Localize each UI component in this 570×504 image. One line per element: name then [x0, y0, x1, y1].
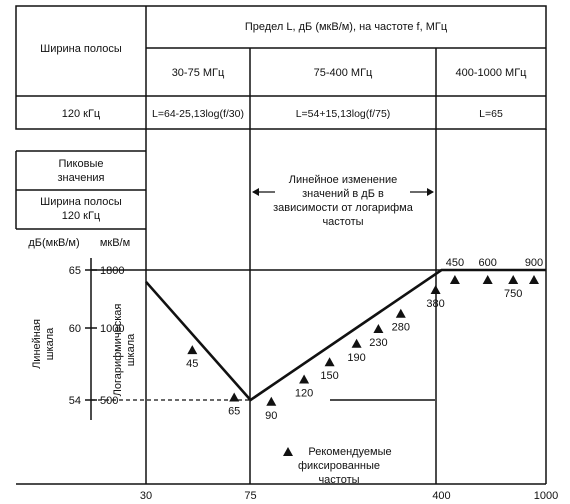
- recommended-label-65: 65: [228, 406, 240, 418]
- db-tick-label-54: 54: [69, 395, 81, 407]
- recommended-legend-line-1: Рекомендуемые: [308, 446, 391, 458]
- range-400-1000: 400-1000 МГц: [456, 67, 528, 79]
- uv-tick-label-1800: 1800: [100, 265, 124, 277]
- linear-scale-label-1: Линейная: [31, 319, 43, 369]
- header-table: [15, 5, 547, 130]
- bandwidth-box-label-1: Ширина полосы: [40, 196, 122, 208]
- recommended-marker-900: [529, 275, 539, 284]
- x-tick-label-1000: 1000: [534, 490, 558, 502]
- recommended-legend-line-2: фиксированные: [298, 460, 380, 472]
- annotation-line-4: частоты: [322, 216, 363, 228]
- header-table-border: [15, 5, 547, 130]
- annotation-arrowhead-right: [427, 188, 434, 196]
- x-tick-label-75: 75: [244, 490, 256, 502]
- recommended-legend-marker: [283, 447, 293, 456]
- recommended-marker-120: [299, 374, 310, 384]
- x-tick-label-30: 30: [140, 490, 152, 502]
- left-legend-boxes: [15, 150, 146, 230]
- recommended-label-90: 90: [265, 410, 277, 422]
- bandwidth-value: 120 кГц: [62, 108, 101, 120]
- bandwidth-title: Ширина полосы: [40, 43, 122, 55]
- x-tick-label-400: 400: [432, 490, 450, 502]
- recommended-marker-230: [373, 324, 384, 333]
- recommended-label-45: 45: [186, 358, 198, 370]
- limit-title: Предел L, дБ (мкВ/м), на частоте f, МГц: [245, 21, 448, 33]
- y-axes: [85, 258, 97, 420]
- recommended-frequency-markers: 45 65 90 120 150 190 230 280 380 450 600 750 900: [186, 257, 543, 422]
- linear-scale-label-2: шкала: [44, 327, 56, 360]
- annotation-line-3: зависимости от логарифма: [273, 202, 414, 214]
- limit-curve: [145, 268, 546, 402]
- db-tick-label-60: 60: [69, 323, 81, 335]
- recommended-marker-280: [395, 308, 406, 318]
- uv-tick-label-500: 500: [100, 395, 118, 407]
- recommended-legend-line-3: частоты: [318, 474, 359, 486]
- recommended-label-450: 450: [446, 257, 464, 269]
- recommended-label-230: 230: [369, 337, 387, 349]
- recommended-label-750: 750: [504, 288, 522, 300]
- recommended-label-900: 900: [525, 257, 543, 269]
- recommended-marker-380: [430, 285, 441, 294]
- recommended-marker-450: [449, 275, 460, 284]
- log-scale-label-2: шкала: [125, 333, 137, 366]
- bandwidth-box-label-2: 120 кГц: [62, 210, 101, 222]
- db-axis-unit: дБ(мкВ/м): [28, 237, 79, 249]
- uv-tick-label-1000: 1000: [100, 323, 124, 335]
- range-30-75: 30-75 МГц: [172, 67, 225, 79]
- annotation-line-2: значений в дБ в: [302, 188, 384, 200]
- recommended-label-150: 150: [320, 370, 338, 382]
- db-tick-label-65: 65: [69, 265, 81, 277]
- recommended-marker-190: [351, 338, 362, 348]
- recommended-marker-65: [229, 392, 240, 402]
- recommended-label-280: 280: [392, 322, 410, 334]
- recommended-marker-600: [482, 275, 493, 284]
- peak-values-label-2: значения: [57, 172, 104, 184]
- peak-values-label-1: Пиковые: [59, 158, 104, 170]
- recommended-marker-45: [187, 345, 198, 355]
- range-75-400: 75-400 МГц: [314, 67, 373, 79]
- formula-75-400: L=54+15,13log(f/75): [296, 108, 391, 120]
- uv-axis-unit: мкВ/м: [100, 237, 130, 249]
- formula-400-1000: L=65: [479, 108, 503, 120]
- recommended-marker-90: [266, 396, 277, 406]
- x-axis-ticks: 30 75 400 1000: [140, 490, 558, 502]
- annotation-line-1: Линейное изменение: [289, 174, 397, 186]
- recommended-label-380: 380: [426, 298, 444, 310]
- recommended-marker-150: [324, 357, 335, 367]
- annotation-arrowhead-left: [252, 188, 259, 196]
- recommended-label-190: 190: [347, 352, 365, 364]
- formula-30-75: L=64-25,13log(f/30): [152, 108, 244, 120]
- recommended-label-120: 120: [295, 388, 313, 400]
- recommended-label-600: 600: [479, 257, 497, 269]
- recommended-marker-750: [508, 275, 519, 284]
- log-scale-label-1: Логарифмическая: [112, 304, 124, 397]
